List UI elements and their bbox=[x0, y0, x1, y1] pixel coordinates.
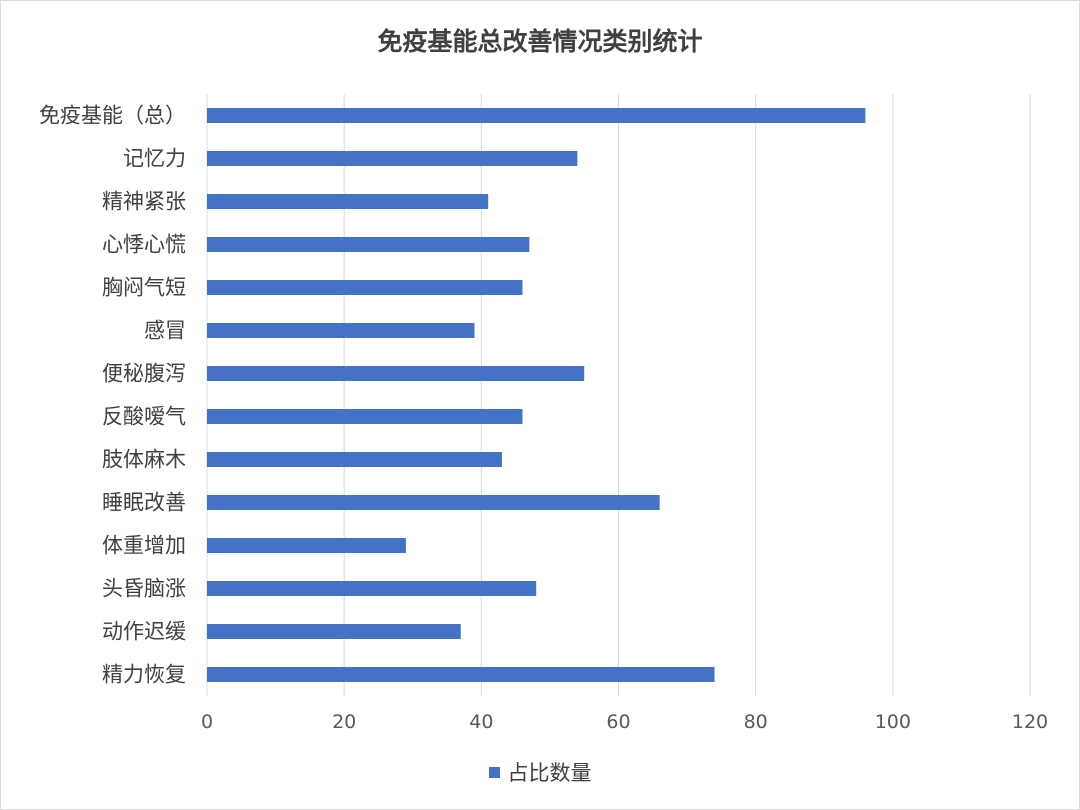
bar bbox=[207, 108, 866, 123]
x-tick-label: 40 bbox=[469, 711, 493, 733]
category-label: 便秘腹泻 bbox=[102, 362, 186, 386]
bar bbox=[207, 624, 461, 639]
x-tick-label: 120 bbox=[1012, 711, 1048, 733]
category-label: 体重增加 bbox=[102, 534, 186, 558]
bar bbox=[207, 280, 523, 295]
bar bbox=[207, 323, 475, 338]
bar bbox=[207, 194, 489, 209]
category-label: 反酸嗳气 bbox=[102, 405, 186, 429]
category-label: 免疫基能（总） bbox=[39, 104, 186, 128]
x-tick-label: 80 bbox=[744, 711, 768, 733]
category-label: 感冒 bbox=[144, 319, 186, 343]
x-tick-label: 20 bbox=[332, 711, 356, 733]
legend-label: 占比数量 bbox=[507, 761, 592, 785]
bar bbox=[207, 495, 660, 510]
bar bbox=[207, 581, 537, 596]
category-label: 头昏脑涨 bbox=[102, 577, 186, 601]
bar bbox=[207, 237, 530, 252]
bar bbox=[207, 409, 523, 424]
category-label: 睡眠改善 bbox=[102, 491, 186, 515]
bar bbox=[207, 452, 502, 467]
x-tick-label: 60 bbox=[606, 711, 630, 733]
bar bbox=[207, 366, 585, 381]
category-label: 肢体麻木 bbox=[102, 448, 186, 472]
category-label: 精力恢复 bbox=[102, 663, 186, 687]
category-label: 精神紧张 bbox=[102, 190, 186, 214]
bar bbox=[207, 538, 406, 553]
legend-swatch bbox=[488, 766, 500, 778]
category-label: 胸闷气短 bbox=[102, 276, 186, 300]
x-tick-label: 0 bbox=[201, 711, 213, 733]
category-label: 记忆力 bbox=[123, 147, 186, 171]
chart-title: 免疫基能总改善情况类别统计 bbox=[377, 27, 703, 56]
x-tick-label: 100 bbox=[875, 711, 911, 733]
bar bbox=[207, 151, 578, 166]
bar bbox=[207, 667, 715, 682]
category-label: 动作迟缓 bbox=[102, 620, 186, 644]
legend: 占比数量 bbox=[0, 757, 1080, 787]
category-label: 心悸心慌 bbox=[102, 233, 186, 257]
